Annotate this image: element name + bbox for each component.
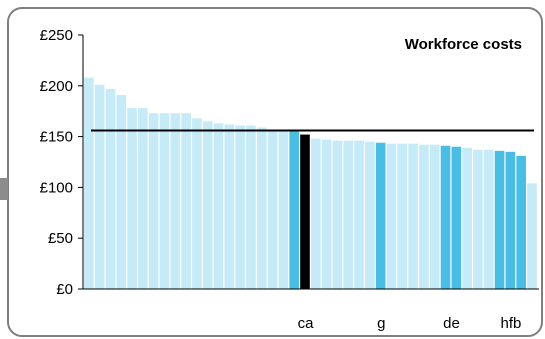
- bar: [148, 113, 159, 289]
- chart-title: Workforce costs: [405, 36, 522, 53]
- bar: [116, 94, 127, 289]
- bar: [181, 113, 191, 289]
- bar: [159, 113, 170, 289]
- bar: [505, 151, 516, 289]
- category-label: g: [377, 315, 385, 332]
- chart-frame: [7, 7, 543, 337]
- y-tick-label: £0: [56, 281, 73, 298]
- bar: [224, 124, 235, 289]
- bar: [473, 149, 483, 289]
- bar: [278, 130, 289, 289]
- bar: [462, 147, 472, 289]
- y-tick-label: £150: [40, 129, 73, 146]
- bar: [256, 127, 267, 290]
- bar: [192, 118, 202, 289]
- bar: [267, 129, 278, 289]
- bar: [451, 146, 462, 289]
- bar: [332, 140, 343, 289]
- bar: [94, 84, 105, 289]
- bar: [494, 150, 505, 289]
- bar: [321, 139, 332, 289]
- frame-side-marker: [0, 178, 8, 200]
- bar: [365, 141, 375, 289]
- category-label: ca: [298, 315, 315, 332]
- category-label: de: [443, 315, 460, 332]
- bar: [516, 155, 526, 289]
- bar: [213, 123, 224, 289]
- bars-group: [84, 77, 537, 290]
- bar: [354, 140, 364, 289]
- y-tick-label: £200: [40, 78, 73, 95]
- bar: [343, 140, 354, 289]
- bar: [235, 125, 245, 289]
- bar: [386, 143, 397, 289]
- bar: [127, 108, 137, 290]
- bar: [84, 77, 94, 289]
- bar: [527, 183, 537, 289]
- bar: [311, 138, 321, 289]
- bar: [440, 145, 451, 289]
- bar: [246, 125, 256, 289]
- bar: [375, 142, 386, 289]
- y-tick-label: £100: [40, 179, 73, 196]
- bar: [105, 88, 116, 289]
- bar: [419, 144, 429, 289]
- bar: [300, 134, 310, 289]
- bar: [138, 108, 148, 290]
- bar: [170, 113, 181, 289]
- bar: [202, 121, 213, 289]
- y-tick-label: £250: [40, 27, 73, 44]
- category-label: hfb: [501, 315, 522, 332]
- category-labels: ca g de hfb: [298, 315, 522, 332]
- bar: [397, 143, 408, 289]
- bar: [429, 144, 440, 289]
- bar: [483, 149, 494, 289]
- bar: [289, 131, 299, 289]
- bar: [408, 143, 418, 289]
- y-tick-label: £50: [48, 230, 73, 247]
- y-axis: £0 £50 £100 £150 £200 £250: [40, 27, 539, 298]
